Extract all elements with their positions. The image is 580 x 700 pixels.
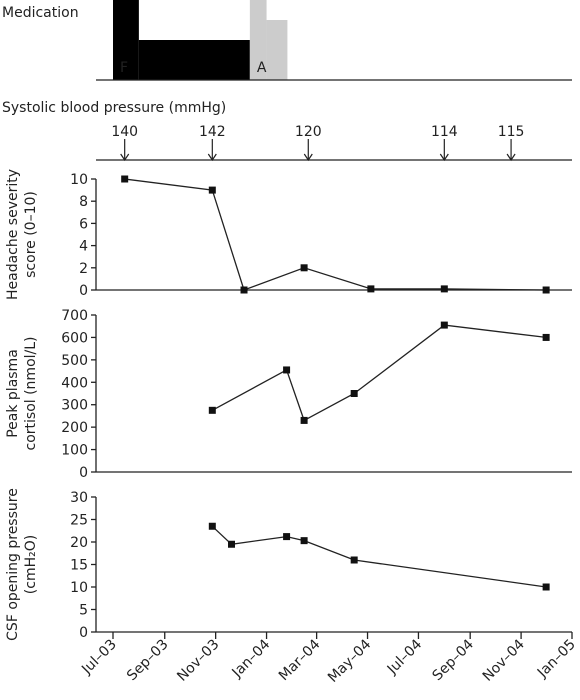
data-point: [228, 540, 236, 548]
y-axis-label-line: Peak plasma: [5, 349, 21, 438]
data-point: [440, 321, 448, 329]
x-tick-label: Jan–05: [534, 637, 579, 682]
medication-panel: Medication F A: [2, 0, 572, 81]
chart-panel-1: 0 2 4 6 8 10 Headache severity score (0–10): [5, 169, 572, 300]
y-tick-label: 700: [61, 308, 88, 324]
y-axis-label: CSF opening pressure (cmH₂O): [5, 488, 39, 641]
x-tick-label: Jul–04: [384, 636, 426, 678]
data-point: [300, 537, 308, 545]
series-line: [211, 324, 547, 422]
data-point: [542, 286, 550, 294]
bp-value: 114: [431, 124, 458, 140]
x-tick-label: May–04: [325, 636, 374, 685]
data-point: [300, 416, 308, 424]
data-point: [350, 556, 358, 564]
data-point: [350, 390, 358, 397]
bp-arrowhead: [303, 153, 313, 162]
data-point: [300, 264, 308, 272]
bp-arrowhead: [439, 153, 449, 162]
medication-label: Medication: [2, 5, 79, 21]
y-axis-label: Headache severity score (0–10): [5, 169, 39, 300]
y-tick-label: 0: [79, 283, 88, 299]
x-tick-label: Nov–04: [480, 636, 528, 684]
bp-label: Systolic blood pressure (mmHg): [2, 100, 226, 116]
data-point: [283, 533, 291, 541]
data-point: [440, 285, 448, 293]
y-tick-label: 2: [79, 261, 88, 277]
bp-arrowhead: [506, 153, 516, 162]
y-tick-label: 25: [70, 513, 88, 529]
data-point: [208, 522, 216, 530]
x-tick-label: Nov–03: [174, 637, 222, 685]
x-tick-label: Mar–04: [276, 636, 324, 684]
chart-panel-2: 0 100 200 300 400 500 600 700 Peak plasma cortiso…: [5, 308, 572, 481]
bp-arrowhead: [207, 153, 217, 162]
x-tick-label: Jan–04: [229, 636, 274, 681]
bp-value: 120: [295, 124, 322, 140]
medication-bar: [113, 0, 139, 80]
y-tick-label: 600: [61, 330, 88, 346]
y-tick-label: 200: [61, 420, 88, 436]
y-tick-label: 0: [79, 625, 88, 641]
medication-bar: [249, 0, 267, 80]
bp-value: 140: [111, 124, 138, 140]
blood-pressure-panel: Systolic blood pressure (mmHg) 140 142 120…: [2, 100, 572, 162]
y-tick-label: 6: [79, 216, 88, 232]
x-tick-label: Jul–03: [78, 637, 120, 679]
y-tick-label: 500: [61, 353, 88, 369]
data-point: [208, 186, 216, 194]
bp-value: 142: [199, 124, 226, 140]
data-point: [542, 333, 550, 341]
x-tick-label: Sep–04: [429, 636, 477, 684]
y-tick-label: 4: [79, 239, 88, 255]
y-tick-label: 5: [79, 603, 88, 619]
medication-bar-label: A: [257, 60, 267, 76]
y-axis-label: Peak plasma cortisol (nmol/L): [5, 336, 39, 450]
data-point: [121, 175, 129, 183]
bp-value: 115: [498, 124, 525, 140]
y-tick-label: 10: [70, 172, 88, 188]
y-axis-label-line: cortisol (nmol/L): [23, 336, 39, 450]
chart-panel-3: 0 5 10 15 20 25 30 CSF opening pressure (cmH₂O): [5, 488, 572, 641]
y-tick-label: 20: [70, 535, 88, 551]
bp-arrowhead: [120, 153, 130, 162]
y-tick-label: 30: [70, 490, 88, 506]
data-point: [283, 366, 291, 374]
data-point: [208, 406, 216, 414]
series-line: [211, 525, 547, 588]
y-axis-label-line: (cmH₂O): [23, 535, 39, 594]
medication-bar: [138, 40, 250, 80]
y-axis-label-line: score (0–10): [23, 191, 39, 278]
data-point: [542, 583, 550, 591]
x-tick-label: Sep–03: [124, 637, 172, 685]
y-tick-label: 100: [61, 443, 88, 459]
y-tick-label: 10: [70, 580, 88, 596]
y-tick-label: 8: [79, 194, 88, 210]
y-tick-label: 300: [61, 398, 88, 414]
y-tick-label: 400: [61, 375, 88, 391]
y-tick-label: 15: [70, 558, 88, 574]
y-axis-label-line: CSF opening pressure: [5, 488, 21, 641]
y-axis-label-line: Headache severity: [5, 169, 21, 300]
x-axis: Jul–03 Sep–03 Nov–03 Jan–04 Mar–04 May–04 Jul–…: [78, 632, 579, 686]
series-line: [124, 178, 547, 291]
data-point: [367, 285, 375, 293]
medication-bar: [266, 20, 288, 80]
y-tick-label: 0: [79, 465, 88, 481]
data-point: [240, 286, 248, 294]
medication-bar-label: F: [120, 60, 128, 76]
